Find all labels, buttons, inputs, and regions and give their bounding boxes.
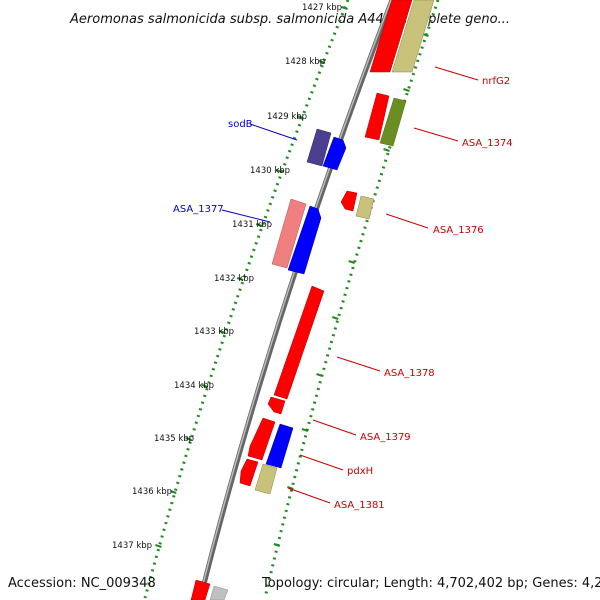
ruler-tick [383,148,390,152]
ruler-tick [296,115,304,119]
ruler-tick [155,544,162,548]
gene-label-ASA_1376[interactable]: ASA_1376 [433,225,484,236]
gene-label-ASA_1378[interactable]: ASA_1378 [384,368,435,379]
ruler-tick [185,437,192,441]
ruler-tick [273,543,281,547]
ruler-label: 1431 kbp [232,220,272,230]
ruler-label: 1430 kbp [250,166,290,176]
ruler-tick [255,223,263,227]
ruler-label: 1437 kbp [112,541,152,551]
gene-label-ASA_1374[interactable]: ASA_1374 [462,138,513,149]
ruler-tick [287,486,294,490]
ruler-label: 1432 kbp [214,274,254,284]
gene-feature[interactable] [322,136,347,171]
ruler-tick [218,330,226,334]
gene-feature[interactable] [379,97,407,147]
ruler-label: 1435 kbp [154,434,194,444]
reverse-strand-features [271,128,347,275]
topology-text: Topology: circular; Length: 4,702,402 bp… [261,576,600,591]
ruler-label: 1434 kbp [174,381,214,391]
ruler-tick [275,169,283,173]
gene-labels: sodB ASA_1377 nrfG2 ASA_1374 ASA_1376 AS… [173,76,513,511]
gene-feature[interactable] [265,423,294,469]
gene-label-nrfG2[interactable]: nrfG2 [482,76,510,87]
gene-feature[interactable] [340,190,358,212]
gene-feature[interactable] [273,285,325,400]
ruler-tick [341,6,348,10]
gene-feature[interactable] [271,198,307,269]
ruler-tick [318,60,326,64]
ruler-label: 1433 kbp [194,327,234,337]
gene-feature[interactable] [364,92,390,141]
forward-strand-features [190,0,435,600]
gene-feature[interactable] [391,0,435,73]
gene-label-pdxH[interactable]: pdxH [347,466,373,477]
gene-feature[interactable] [369,0,413,73]
leader-lines [221,66,479,504]
gene-feature[interactable] [247,417,276,461]
gene-label-ASA_1379[interactable]: ASA_1379 [360,432,411,443]
gene-feature[interactable] [267,396,286,415]
accession-text: Accession: NC_009348 [8,576,156,591]
ruler-tick [169,490,177,494]
gene-feature[interactable] [355,195,375,220]
ruler-tick [316,373,323,377]
gene-label-ASA_1377[interactable]: ASA_1377 [173,204,224,215]
ruler-label: 1427 kbp [302,3,342,13]
ruler-tick [403,88,410,92]
gene-feature[interactable] [306,128,332,167]
gene-feature[interactable] [209,585,229,600]
ruler-tick-marks [155,6,429,548]
ruler-labels: 1427 kbp 1428 kbp 1429 kbp 1430 kbp 1431… [112,3,342,551]
ruler-tick [201,384,209,388]
ruler-tick [301,428,309,432]
ruler-label: 1428 kbp [285,57,325,67]
gene-feature[interactable] [287,205,322,275]
ruler-tick [348,260,355,264]
gene-label-ASA_1381[interactable]: ASA_1381 [334,500,385,511]
gene-label-sodB[interactable]: sodB [228,119,253,130]
ruler-tick [236,277,244,281]
gene-feature[interactable] [239,458,259,487]
gene-feature[interactable] [190,579,211,600]
gene-feature[interactable] [254,463,278,495]
ruler-label: 1429 kbp [267,112,307,122]
ruler-label: 1436 kbp [132,487,172,497]
genome-backbone [197,0,395,600]
map-title: Aeromonas salmonicida subsp. salmonicida… [69,12,510,27]
ruler-tick [331,316,339,320]
dotted-tracks [143,0,440,599]
